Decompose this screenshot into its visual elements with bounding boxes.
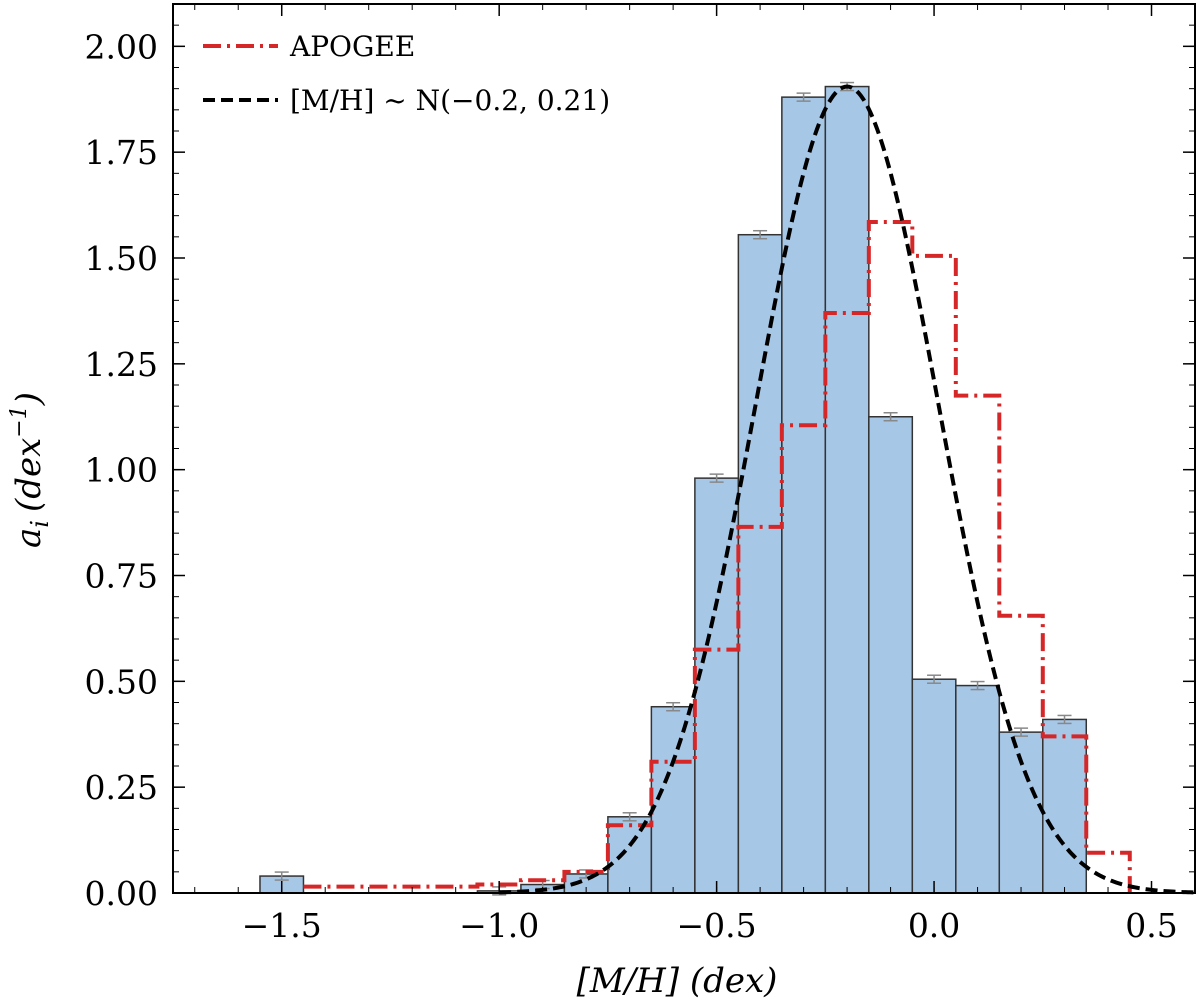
- x-tick-label-0: −1.5: [242, 906, 322, 945]
- histogram-bar-14: [1042, 718, 1088, 894]
- y-tick-label-1: 0.25: [85, 768, 158, 807]
- y-tick-label-7: 1.75: [85, 133, 158, 172]
- histogram-bar-10: [868, 416, 914, 894]
- x-tick-label-3: 0.0: [908, 906, 960, 945]
- histogram-bar-12: [955, 684, 1001, 894]
- legend: APOGEE [M/H] ~ N(−0.2, 0.21): [203, 30, 610, 117]
- apogee-step-line: [303, 220, 1132, 893]
- y-tick-labels: 0.00 0.25 0.50 0.75 1.00 1.25 1.50 1.75 2.00: [85, 27, 158, 913]
- y-tick-label-6: 1.50: [85, 239, 158, 278]
- legend-gaussian-label: [M/H] ~ N(−0.2, 0.21): [290, 84, 610, 117]
- x-axis-label: [M/H] (dex): [577, 961, 778, 1001]
- histogram-bar-11: [911, 678, 957, 894]
- y-tick-label-4: 1.00: [85, 451, 158, 490]
- x-tick-labels: −1.5 −1.0 −0.5 0.0 0.5: [242, 906, 1178, 945]
- y-axis-label: ai(dex−1): [7, 392, 54, 548]
- histogram-bar-5: [650, 705, 696, 894]
- histogram-bars: [259, 85, 1088, 894]
- axis-ticks: [173, 4, 1195, 894]
- histogram-bar-4: [607, 816, 653, 894]
- histogram-bar-7: [737, 233, 783, 894]
- y-tick-label-8: 2.00: [85, 27, 158, 66]
- y-tick-label-0: 0.00: [85, 874, 158, 913]
- legend-apogee-label: APOGEE: [289, 30, 415, 63]
- y-tick-label-2: 0.50: [85, 662, 158, 701]
- apogee-series: [303, 220, 1132, 893]
- histogram-bar-8: [781, 96, 827, 894]
- x-tick-label-2: −0.5: [677, 906, 757, 945]
- gaussian-fit-series: [499, 84, 1196, 895]
- x-tick-label-4: 0.5: [1125, 906, 1177, 945]
- y-tick-label-5: 1.25: [85, 345, 158, 384]
- histogram-bar-6: [694, 477, 740, 894]
- gaussian-curve: [499, 84, 1196, 895]
- y-tick-label-3: 0.75: [85, 557, 158, 596]
- x-tick-label-1: −1.0: [459, 906, 539, 945]
- histogram-bar-9: [824, 85, 870, 894]
